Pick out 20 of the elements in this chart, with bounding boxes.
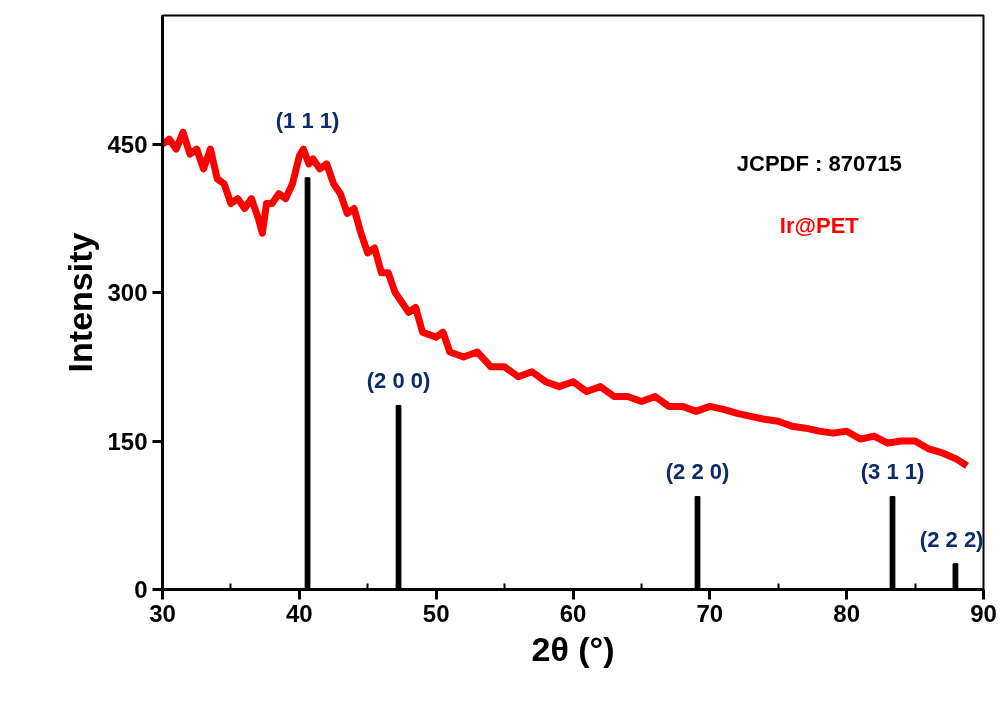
annotation: (3 1 1) — [860, 459, 925, 485]
annotation: (2 2 2) — [919, 526, 984, 552]
y-tick-label: 0 — [134, 576, 148, 603]
x-axis-title: 2θ (°) — [531, 629, 615, 668]
y-tick-label: 450 — [107, 130, 148, 158]
y-tick-label: 300 — [107, 279, 148, 307]
x-tick-label: 90 — [970, 599, 997, 627]
annotation: (2 2 0) — [665, 459, 730, 485]
x-tick-label: 30 — [149, 599, 176, 627]
x-tick-label: 60 — [559, 599, 587, 627]
x-tick-label: 80 — [833, 599, 861, 627]
annotation: JCPDF : 870715 — [736, 151, 902, 177]
x-tick-label: 40 — [285, 599, 313, 627]
x-tick-label: 50 — [422, 599, 450, 627]
y-tick-label: 150 — [107, 427, 148, 455]
annotation: (1 1 1) — [275, 108, 340, 134]
y-axis-title: Intensity — [61, 232, 100, 373]
annotation: (2 0 0) — [366, 368, 431, 394]
x-tick-label: 70 — [696, 599, 724, 627]
text: Ir@PET — [779, 213, 860, 239]
